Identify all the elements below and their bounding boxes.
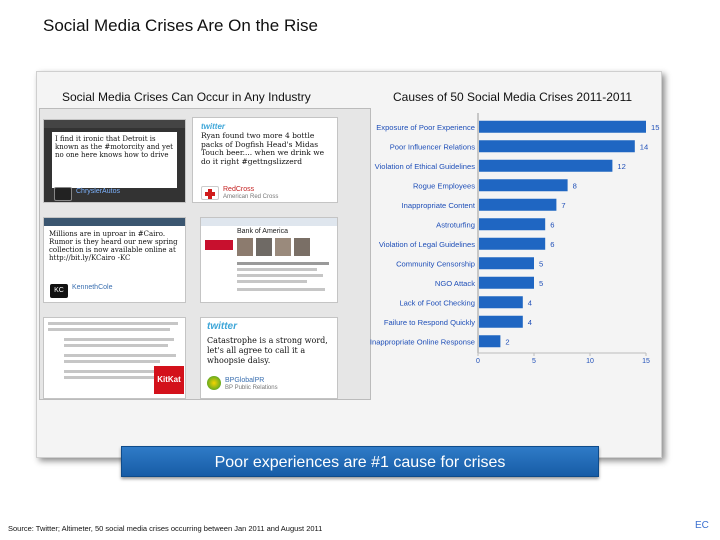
bar-value-label: 15 bbox=[651, 123, 659, 132]
kc-handle[interactable]: KennethCole bbox=[72, 284, 113, 291]
chrysler-tweet-text: I find it ironic that Detroit is known a… bbox=[55, 135, 173, 159]
tile-header-bar bbox=[44, 218, 185, 226]
bar bbox=[479, 237, 546, 250]
source-note: Source: Twitter; Altimeter, 50 social me… bbox=[8, 524, 323, 533]
kitkat-text-line bbox=[64, 360, 160, 363]
collage-title: Social Media Crises Can Occur in Any Ind… bbox=[62, 90, 311, 104]
bar bbox=[479, 159, 613, 172]
category-label: Violation of Ethical Guidelines bbox=[375, 162, 476, 171]
bp-sub: BP Public Relations bbox=[225, 385, 278, 391]
redcross-handle[interactable]: RedCross bbox=[223, 186, 255, 193]
twitter-logo-text: twitter bbox=[207, 321, 237, 332]
bofa-text-line bbox=[237, 288, 325, 291]
category-label: Exposure of Poor Experience bbox=[376, 123, 475, 132]
kc-tweet-text: Millions are in uproar in #Cairo. Rumor … bbox=[49, 230, 178, 262]
bofa-name: Bank of America bbox=[237, 228, 288, 235]
bar-value-label: 5 bbox=[539, 259, 543, 268]
bp-tweet-text: Catastrophe is a strong word, let's all … bbox=[207, 336, 328, 365]
kitkat-text-line bbox=[64, 376, 154, 379]
bp-handle[interactable]: BPGlobalPR bbox=[225, 377, 265, 384]
bar-value-label: 5 bbox=[539, 279, 543, 288]
x-tick-label: 15 bbox=[642, 358, 650, 365]
category-label: Failure to Respond Quickly bbox=[384, 318, 475, 327]
category-label: Violation of Legal Guidelines bbox=[379, 240, 475, 249]
bofa-text-line bbox=[237, 262, 329, 265]
bar-value-label: 8 bbox=[573, 181, 577, 190]
key-message-banner: Poor experiences are #1 cause for crises bbox=[121, 446, 599, 477]
tile-header-bar bbox=[201, 218, 337, 226]
category-label: Community Censorship bbox=[396, 259, 475, 268]
causes-bar-chart: Exposure of Poor Experience 15 Poor Influe… bbox=[363, 108, 663, 378]
tile-redcross: twitter Ryan found two more 4 bottle pac… bbox=[192, 117, 338, 203]
bar-value-label: 4 bbox=[528, 318, 532, 327]
chrysler-avatar bbox=[54, 187, 72, 201]
bar bbox=[479, 140, 635, 153]
category-label: NGO Attack bbox=[435, 279, 475, 288]
tile-chrysler: I find it ironic that Detroit is known a… bbox=[43, 119, 186, 203]
redcross-avatar bbox=[201, 186, 219, 200]
chart-svg: Exposure of Poor Experience 15 Poor Influe… bbox=[370, 113, 659, 365]
bofa-photo-1 bbox=[237, 238, 253, 256]
bofa-photo-3 bbox=[275, 238, 291, 256]
bar bbox=[479, 179, 568, 192]
tile-kitkat: KitKat bbox=[43, 317, 186, 399]
category-label: Rogue Employees bbox=[413, 181, 475, 190]
bofa-text-line bbox=[237, 268, 317, 271]
bar-value-label: 6 bbox=[550, 220, 554, 229]
bar bbox=[479, 257, 534, 270]
twitter-logo-text: twitter bbox=[201, 122, 225, 131]
bofa-photo-4 bbox=[294, 238, 310, 256]
bar bbox=[479, 120, 646, 133]
bar-value-label: 6 bbox=[550, 240, 554, 249]
bofa-logo bbox=[205, 240, 233, 250]
category-label: Poor Influencer Relations bbox=[390, 142, 475, 151]
bar bbox=[479, 276, 534, 289]
bofa-photo-2 bbox=[256, 238, 272, 256]
tile-bp: twitter Catastrophe is a strong word, le… bbox=[200, 317, 338, 399]
category-label: Inappropriate Content bbox=[402, 201, 476, 210]
kitkat-text-line bbox=[64, 344, 168, 347]
bp-avatar bbox=[207, 376, 221, 390]
bar-value-label: 4 bbox=[528, 298, 532, 307]
kitkat-text-line bbox=[64, 354, 176, 357]
bar-value-label: 2 bbox=[505, 337, 509, 346]
bofa-text-line bbox=[237, 280, 307, 283]
bar bbox=[479, 296, 523, 309]
tweet-collage: I find it ironic that Detroit is known a… bbox=[39, 108, 371, 400]
category-label: Lack of Foot Checking bbox=[399, 298, 475, 307]
tile-kennethcole: Millions are in uproar in #Cairo. Rumor … bbox=[43, 217, 186, 303]
bar bbox=[479, 335, 501, 348]
x-tick-label: 5 bbox=[532, 358, 536, 365]
kitkat-logo: KitKat bbox=[154, 366, 184, 394]
bar-value-label: 7 bbox=[561, 201, 565, 210]
redcross-sub: American Red Cross bbox=[223, 194, 279, 200]
bar-value-label: 14 bbox=[640, 142, 648, 151]
x-tick-label: 0 bbox=[476, 358, 480, 365]
kitkat-text-line bbox=[64, 338, 174, 341]
category-label: Inappropriate Online Response bbox=[370, 337, 475, 346]
bar bbox=[479, 315, 523, 328]
category-label: Astroturfing bbox=[436, 220, 475, 229]
redcross-tweet-text: Ryan found two more 4 bottle packs of Do… bbox=[201, 131, 325, 166]
bar bbox=[479, 198, 557, 211]
bar bbox=[479, 218, 546, 231]
kitkat-text-line bbox=[48, 322, 178, 325]
bofa-text-line bbox=[237, 274, 323, 277]
slide-mark: EC bbox=[695, 520, 709, 531]
kitkat-text-line bbox=[64, 370, 172, 373]
chrysler-handle[interactable]: ChryslerAutos bbox=[76, 188, 120, 195]
chart-title: Causes of 50 Social Media Crises 2011-20… bbox=[393, 90, 633, 104]
bar-value-label: 12 bbox=[617, 162, 625, 171]
kitkat-text-line bbox=[48, 328, 170, 331]
tile-bofa: Bank of America bbox=[200, 217, 338, 303]
kc-avatar: KC bbox=[50, 284, 68, 298]
x-tick-label: 10 bbox=[586, 358, 594, 365]
tile-header-bar bbox=[44, 120, 185, 128]
slide-title: Social Media Crises Are On the Rise bbox=[43, 16, 318, 35]
